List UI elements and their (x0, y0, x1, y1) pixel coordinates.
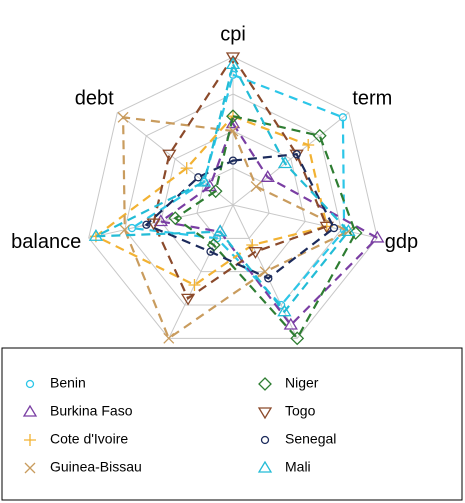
legend-label: Cote d'Ivoire (50, 431, 128, 447)
data-point (213, 224, 228, 237)
data-point (292, 150, 301, 159)
legend-label: Senegal (285, 431, 336, 447)
axis-label: balance (11, 231, 81, 253)
legend-marker (258, 377, 272, 391)
data-point (168, 211, 183, 226)
data-point (153, 214, 169, 227)
data-point (341, 224, 356, 236)
data-point (194, 173, 203, 182)
legend-marker (22, 404, 38, 417)
series-line (152, 54, 329, 300)
data-point (264, 274, 273, 283)
axis-label: debt (75, 87, 114, 109)
data-point (319, 221, 334, 234)
data-point (302, 139, 315, 152)
legend-marker (260, 435, 270, 445)
axis-label: term (352, 87, 392, 109)
series-line (93, 114, 329, 287)
data-point (180, 162, 193, 175)
legend-label: Burkina Faso (50, 403, 133, 419)
data-point (162, 149, 177, 162)
spoke (116, 112, 234, 206)
data-point (146, 218, 161, 231)
data-point (260, 170, 275, 182)
spoke (88, 204, 234, 239)
series-line (128, 73, 346, 307)
data-point (127, 223, 137, 233)
data-point (329, 223, 339, 233)
legend-marker (25, 379, 35, 389)
data-point (180, 293, 196, 306)
data-point (250, 181, 262, 193)
data-point (312, 128, 327, 143)
data-point (208, 184, 223, 199)
spoke (168, 204, 234, 339)
data-point (246, 239, 259, 252)
legend-marker (24, 434, 36, 446)
data-point (196, 174, 212, 187)
legend-label: Benin (50, 375, 86, 391)
data-point (117, 111, 129, 123)
series-line (173, 114, 357, 341)
data-point (142, 220, 151, 229)
data-point (228, 156, 238, 165)
data-point (370, 230, 385, 243)
data-point (88, 229, 104, 241)
grid-ring (160, 130, 306, 273)
legend-marker (257, 460, 273, 473)
data-point (277, 304, 292, 317)
legend-label: Togo (285, 403, 316, 419)
grid-ring (124, 93, 342, 306)
data-point (188, 279, 201, 292)
grid-ring (88, 56, 378, 339)
legend-box (1, 347, 463, 501)
legend-label: Mali (285, 459, 311, 475)
series-line (95, 61, 350, 314)
axis-label: cpi (220, 23, 246, 45)
data-point (277, 156, 293, 169)
data-point (225, 116, 241, 129)
grid-ring (196, 167, 270, 239)
legend-marker (24, 462, 36, 474)
axis-label: gdp (385, 231, 418, 253)
data-point (283, 317, 298, 330)
data-point (225, 57, 241, 70)
data-point (248, 247, 263, 259)
data-point (163, 332, 175, 344)
data-point (290, 331, 305, 346)
legend-label: Guinea-Bissau (50, 459, 142, 475)
legend-label: Niger (285, 375, 319, 391)
data-point (119, 224, 131, 236)
data-point (338, 113, 348, 122)
legend-marker (257, 407, 273, 420)
data-point (225, 52, 241, 65)
series-line (121, 116, 351, 340)
series-line (144, 153, 336, 280)
data-point (226, 109, 240, 124)
data-point (206, 247, 215, 256)
